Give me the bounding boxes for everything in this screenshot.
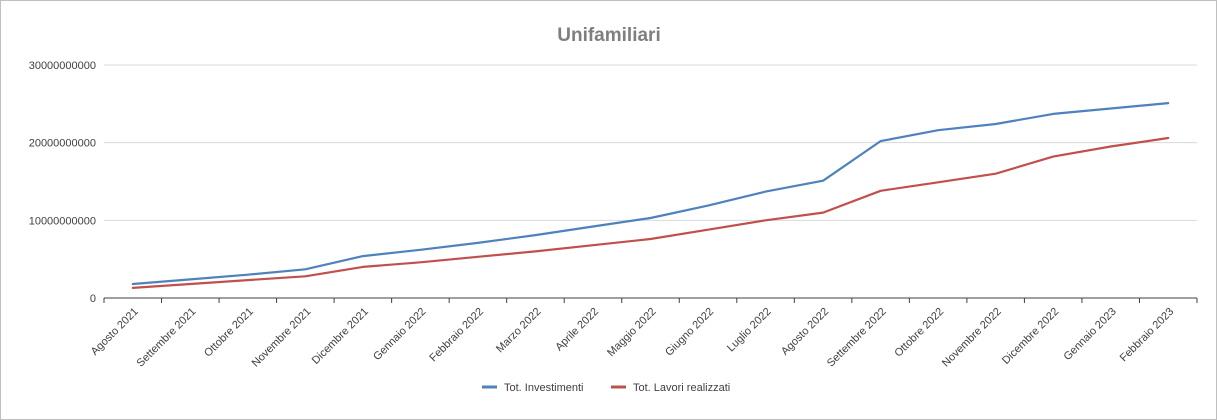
x-tick-label: Febbraio 2022 bbox=[427, 306, 486, 365]
x-tick-label: Marzo 2022 bbox=[494, 306, 544, 356]
y-tick-label: 20000000000 bbox=[29, 138, 96, 150]
y-tick-label: 0 bbox=[90, 293, 96, 305]
x-tick-label: Novembre 2021 bbox=[250, 306, 314, 370]
series-line-2 bbox=[131, 136, 1170, 289]
y-tick-label: 10000000000 bbox=[29, 215, 96, 227]
gridlines bbox=[104, 64, 1197, 221]
y-axis: 0 10000000000 20000000000 30000000000 bbox=[29, 60, 96, 305]
x-tick-label: Ottobre 2021 bbox=[202, 306, 256, 360]
x-tick-label: Dicembre 2022 bbox=[1000, 306, 1061, 367]
legend-label: Tot. Investimenti bbox=[504, 382, 583, 394]
x-tick-label: Maggio 2022 bbox=[605, 306, 658, 359]
x-tick-label: Agosto 2021 bbox=[89, 306, 141, 358]
x-tick-label: Febbraio 2023 bbox=[1118, 306, 1177, 365]
x-tick-label: Giugno 2022 bbox=[663, 306, 716, 359]
x-tick-label: Gennaio 2023 bbox=[1061, 306, 1118, 363]
legend-label: Tot. Lavori realizzati bbox=[633, 382, 730, 394]
y-tick-label: 30000000000 bbox=[29, 60, 96, 72]
x-tick-label: Settembre 2022 bbox=[825, 306, 889, 370]
x-tick-label: Ottobre 2022 bbox=[892, 306, 946, 360]
x-tick-label: Aprile 2022 bbox=[553, 306, 601, 354]
x-tick-label: Luglio 2022 bbox=[725, 306, 774, 355]
x-tick-label: Settembre 2021 bbox=[135, 306, 199, 370]
x-tick-label: Agosto 2022 bbox=[779, 306, 831, 358]
series-group bbox=[131, 101, 1170, 289]
legend: Tot. Investimenti Tot. Lavori realizzati bbox=[482, 382, 730, 394]
chart-title: Unifamiliari bbox=[557, 25, 660, 46]
x-tick-label: Gennaio 2022 bbox=[371, 306, 428, 363]
series-line-1 bbox=[131, 101, 1170, 286]
x-tick-label: Novembre 2022 bbox=[940, 306, 1004, 370]
x-tick-label: Dicembre 2021 bbox=[310, 306, 371, 367]
